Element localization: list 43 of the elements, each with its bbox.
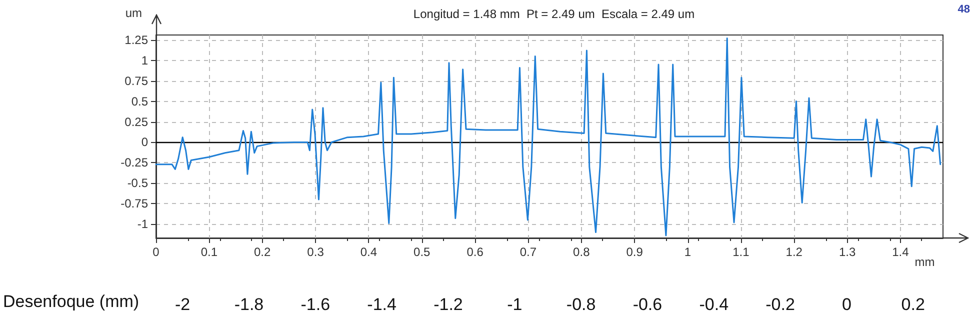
x2-tick-label: -0.4	[699, 295, 729, 314]
x-tick-label: 0.2	[254, 245, 272, 259]
x2-tick-label: -1.6	[300, 295, 330, 314]
x2-tick-label: -0.2	[766, 295, 795, 314]
x2-axis-title: Desenfoque (mm)	[3, 292, 140, 311]
y-tick-label: -0.25	[120, 156, 148, 170]
x-tick-label: 1.1	[732, 245, 750, 259]
x-tick-label: 0.8	[573, 245, 590, 259]
y-tick-label: -0.75	[120, 196, 148, 211]
text: 48	[958, 4, 970, 16]
x-tick-label: 0.6	[466, 245, 484, 259]
y-tick-label: -1	[137, 217, 148, 232]
y-axis-title: um	[125, 6, 142, 20]
y-tick-label: 1.25	[124, 32, 148, 47]
x-tick-label: 1.3	[838, 245, 856, 259]
y-tick-label: 0.5	[131, 94, 148, 108]
x-tick-label: 0	[152, 245, 160, 259]
x-tick-label: 0.4	[360, 245, 378, 259]
y-tick-label: 0.25	[124, 114, 148, 129]
x2-tick-label: -1	[507, 295, 522, 314]
y-tick-label: 0	[141, 135, 148, 150]
x-tick-label: 1.2	[786, 245, 803, 259]
x-tick-label: 1	[684, 245, 692, 259]
x-tick-label: 0.5	[414, 245, 431, 259]
y-tick-label: 0.75	[124, 74, 148, 88]
x2-tick-label: -1.2	[434, 295, 463, 314]
line-series	[155, 38, 942, 236]
y-tick-label: 1	[141, 53, 148, 68]
x-axis-title: mm	[914, 255, 935, 269]
x2-tick-label: 0.2	[901, 295, 925, 314]
x2-tick-label: 0	[842, 295, 852, 314]
x2-tick-label: -2	[175, 295, 190, 314]
x2-tick-label: -0.8	[566, 295, 596, 314]
y-tick-label: -0.5	[127, 176, 148, 190]
x2-tick-label: -0.6	[632, 295, 662, 314]
x-tick-label: 0.9	[626, 245, 644, 259]
x-tick-label: 1.4	[892, 245, 910, 259]
x-tick-label: 0.3	[307, 245, 324, 259]
x-tick-label: 0.7	[520, 245, 537, 259]
x2-tick-label: -1.8	[234, 295, 264, 314]
x2-tick-label: -1.4	[367, 295, 396, 314]
x-tick-label: 0.1	[200, 245, 218, 259]
chart-title: Longitud = 1.48 mm Pt = 2.49 um Escala = 2.49 um	[413, 7, 695, 21]
